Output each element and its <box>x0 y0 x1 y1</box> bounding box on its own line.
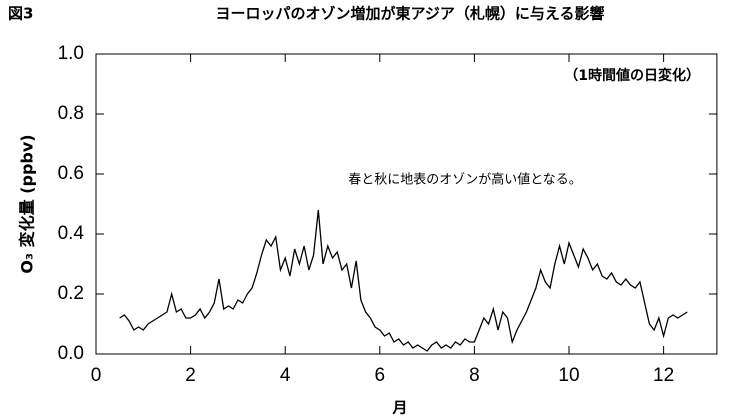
figure-label: 図3 <box>8 5 33 23</box>
data-line <box>119 209 688 352</box>
y-tick-label: 0.4 <box>58 223 85 244</box>
x-axis-label: 月 <box>391 399 407 417</box>
x-tick-label: 2 <box>185 365 196 386</box>
y-tick-label: 0.2 <box>58 283 84 304</box>
x-tick-label: 6 <box>375 365 386 386</box>
annotation: 春と秋に地表のオゾンが高い値となる。 <box>348 172 582 188</box>
y-tick-label: 0.6 <box>58 163 84 184</box>
x-tick-label: 10 <box>558 365 579 386</box>
annotation: （1時間値の日変化） <box>564 67 700 84</box>
x-tick-label: 4 <box>280 365 291 386</box>
plot-frame <box>95 53 718 355</box>
x-tick-label: 12 <box>653 365 674 386</box>
chart-title: ヨーロッパのオゾン増加が東アジア（札幌）に与える影響 <box>216 5 605 23</box>
x-tick-label: 8 <box>469 365 480 386</box>
x-tick-label: 0 <box>91 365 102 386</box>
y-tick-label: 0.8 <box>58 103 84 124</box>
y-tick-label: 0.0 <box>58 343 84 364</box>
y-tick-label: 1.0 <box>58 43 84 64</box>
y-axis-label: O₃ 変化量 (ppbv) <box>18 134 37 273</box>
